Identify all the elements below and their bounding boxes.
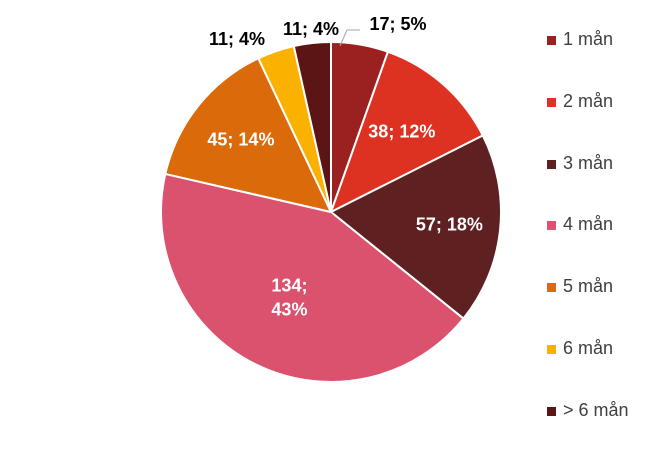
legend-item-1-man: 1 mån [545,27,660,89]
data-label: 45; 14% [207,130,274,150]
data-label: 11; 4% [283,19,339,39]
legend: 1 mån 2 mån 3 mån 4 mån 5 mån 6 mån > 6 … [545,27,660,460]
data-label: 11; 4% [209,29,265,49]
pie-slice [164,56,333,214]
pie-slice [292,40,332,213]
legend-swatch [547,159,556,169]
pie-slice [329,134,502,320]
legend-swatch [547,406,556,416]
legend-label: 3 mån [563,152,614,173]
legend-swatch [547,344,556,354]
legend-label: 1 mån [563,29,614,49]
leader-line [339,29,360,47]
legend-item-4-man: 4 mån [545,212,660,274]
legend-swatch [547,97,556,107]
data-label: 134; 43% [271,276,307,320]
legend-swatch [547,283,556,293]
legend-swatch [547,36,556,45]
legend-label: > 6 mån [563,399,629,420]
legend-label: 4 mån [563,214,614,235]
legend-swatch [547,221,556,231]
data-label: 57; 18% [416,215,483,235]
legend-item-2-man: 2 mån [545,89,660,151]
legend-item-3-man: 3 mån [545,151,660,213]
legend-item-over-6-man: > 6 mån [545,398,660,460]
data-label: 17; 5% [369,14,426,34]
pie-slice [329,50,485,215]
legend-label: 5 mån [563,276,614,297]
legend-item-6-man: 6 mån [545,336,660,398]
data-label: 38; 12% [368,122,435,142]
legend-label: 6 mån [563,337,614,358]
pie-slice [160,172,465,383]
legend-label: 2 mån [563,90,614,111]
legend-item-5-man: 5 mån [545,274,660,336]
